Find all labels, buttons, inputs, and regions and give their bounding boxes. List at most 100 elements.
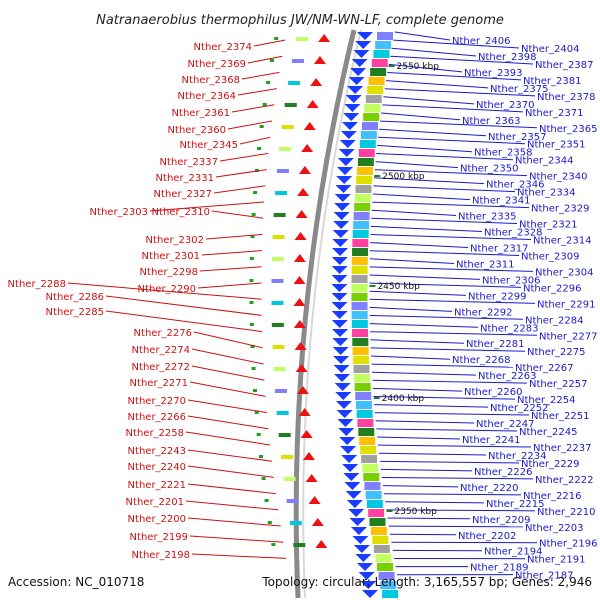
gene-label-left: Nther_2270 xyxy=(128,396,186,407)
gene-arrow-icon xyxy=(347,86,364,94)
connector-line xyxy=(393,39,520,49)
gene-block xyxy=(278,433,291,437)
gene-block xyxy=(271,301,284,305)
gene-label-right: Nther_2311 xyxy=(456,259,514,270)
gene-label-right: Nther_2334 xyxy=(517,188,575,199)
gene-block xyxy=(363,473,380,481)
gene-arrow-icon xyxy=(332,338,349,346)
gene-block xyxy=(254,169,259,172)
gene-arrow-icon xyxy=(297,188,310,196)
gene-label-right: Nther_2328 xyxy=(484,228,542,239)
connector-line xyxy=(227,120,273,130)
gene-arrow-icon xyxy=(331,275,348,283)
gene-label-right: Nther_2335 xyxy=(458,212,516,223)
connector-line xyxy=(391,47,477,57)
kbp-markers: 2550 kbp 2500 kbp 2450 kbp 2400 kbp 2350 kbp xyxy=(369,62,439,517)
gene-label-right: Nther_2202 xyxy=(458,531,516,542)
gene-label-right: Nther_2321 xyxy=(519,220,577,231)
gene-block xyxy=(360,446,377,454)
gene-arrow-icon xyxy=(296,386,309,394)
gene-arrow-icon xyxy=(333,365,350,373)
gene-block xyxy=(364,482,381,490)
gene-block xyxy=(264,499,269,502)
gene-block xyxy=(359,437,376,445)
gene-arrow-icon xyxy=(356,563,373,571)
connector-line xyxy=(388,525,524,528)
connector-line xyxy=(191,553,287,559)
gene-label-right: Nther_2371 xyxy=(525,108,583,119)
connector-line xyxy=(373,396,516,400)
gene-block xyxy=(352,239,369,247)
gene-block xyxy=(354,203,371,211)
connector-line xyxy=(378,136,526,145)
gene-arrow-icon xyxy=(341,455,358,463)
gene-block xyxy=(353,212,370,220)
gene-label-right: Nther_2222 xyxy=(535,475,593,486)
backbone-arc-inner xyxy=(302,29,362,599)
gene-label-right: Nther_2346 xyxy=(486,180,544,191)
connector-line xyxy=(384,88,536,97)
connector-line xyxy=(187,415,269,430)
gene-block xyxy=(351,320,368,328)
gene-arrow-icon xyxy=(295,210,308,218)
gene-block xyxy=(353,365,370,373)
gene-label-right: Nther_2378 xyxy=(537,92,595,103)
gene-arrow-icon xyxy=(346,500,363,508)
gene-label-right: Nther_2215 xyxy=(486,499,544,510)
gene-label-left: Nther_2201 xyxy=(126,497,184,508)
gene-block xyxy=(351,293,368,301)
gene-arrow-icon xyxy=(336,176,353,184)
gene-label-left: Nther_2198 xyxy=(132,550,190,561)
gene-block xyxy=(365,491,382,499)
gene-arrow-icon xyxy=(355,554,372,562)
gene-block xyxy=(357,419,374,427)
gene-label-right: Nther_2296 xyxy=(523,283,581,294)
gene-block xyxy=(356,410,373,418)
kbp-label: 2500 kbp xyxy=(382,172,425,182)
gene-block xyxy=(358,149,375,157)
connector-line xyxy=(187,399,267,414)
connector-line xyxy=(247,55,283,64)
gene-arrow-icon xyxy=(341,122,358,130)
gene-block xyxy=(253,191,258,194)
gene-label-left: Nther_2345 xyxy=(180,140,238,151)
connector-line xyxy=(387,517,471,520)
gene-block xyxy=(359,140,376,148)
gene-arrow-icon xyxy=(350,68,367,76)
gene-arrow-icon xyxy=(315,540,328,548)
gene-arrow-icon xyxy=(300,430,313,438)
accession-text: Accession: NC_010718 xyxy=(8,575,144,589)
gene-label-left: Nther_2298 xyxy=(140,267,198,278)
gene-arrow-icon xyxy=(337,419,354,427)
gene-arrow-icon xyxy=(338,428,355,436)
gene-arrow-icon xyxy=(331,266,348,274)
connector-line xyxy=(219,152,269,162)
gene-block xyxy=(363,113,380,121)
gene-label-right: Nther_2241 xyxy=(462,435,520,446)
gene-arrow-icon xyxy=(340,131,357,139)
connector-line xyxy=(370,347,526,352)
gene-block xyxy=(372,536,389,544)
gene-label-right: Nther_2370 xyxy=(476,100,534,111)
gene-block xyxy=(355,185,372,193)
gene-label-right: Nther_2393 xyxy=(464,68,522,79)
connector-line xyxy=(394,31,451,41)
connector-line xyxy=(371,371,477,376)
gene-arrow-icon xyxy=(333,356,350,364)
gene-arrow-icon xyxy=(311,518,324,526)
gene-label-right: Nther_2365 xyxy=(539,124,597,135)
connector-line xyxy=(372,201,530,209)
gene-block xyxy=(368,509,385,517)
gene-label-left: Nther_2301 xyxy=(142,251,200,262)
gene-arrow-icon xyxy=(358,572,375,580)
gene-block xyxy=(269,59,274,62)
connector-line xyxy=(205,233,263,240)
gene-label-left: Nther_2360 xyxy=(168,125,226,136)
gene-block xyxy=(373,50,390,58)
gene-block xyxy=(370,527,387,535)
connector-line xyxy=(369,266,534,272)
gene-arrow-icon xyxy=(352,536,369,544)
gene-block xyxy=(288,81,301,85)
gene-arrow-icon xyxy=(349,518,366,526)
